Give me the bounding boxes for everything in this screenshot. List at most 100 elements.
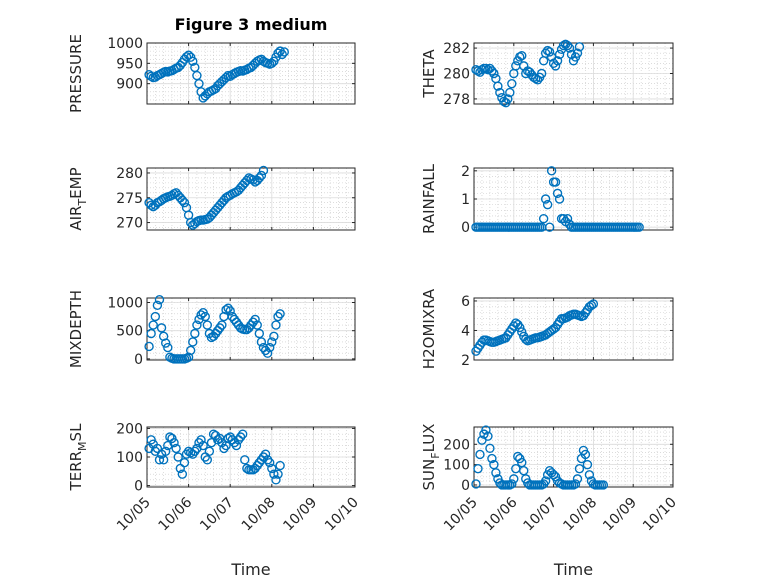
data-point <box>554 194 565 204</box>
data-point <box>185 345 196 356</box>
y-tick-label: 275 <box>116 191 143 207</box>
data-point <box>487 66 497 76</box>
data-point <box>562 40 573 51</box>
data-point <box>540 194 551 204</box>
data-point <box>572 474 583 484</box>
plot-area <box>474 298 673 360</box>
data-point <box>252 320 262 330</box>
data-point <box>493 81 503 91</box>
markers-pressure <box>144 46 289 103</box>
x-tick-label: 10/07 <box>521 495 561 535</box>
x-tick-label: 10/09 <box>280 495 320 535</box>
data-point <box>550 61 561 71</box>
data-point <box>273 48 283 58</box>
data-point <box>269 331 279 342</box>
data-point <box>634 222 644 232</box>
data-point <box>507 78 517 89</box>
data-point <box>219 443 229 454</box>
y-tick-label: 200 <box>443 437 470 453</box>
y-axis-label: AIRTEMP <box>67 167 89 230</box>
data-point <box>185 217 196 228</box>
data-point <box>188 337 198 347</box>
data-point <box>582 459 593 470</box>
x-tick-label: 10/10 <box>640 495 680 535</box>
data-point <box>586 300 597 311</box>
data-point <box>580 449 591 460</box>
y-tick-label: 278 <box>443 92 470 108</box>
data-point <box>256 170 267 181</box>
data-point <box>503 94 513 104</box>
data-point <box>223 433 233 444</box>
data-point <box>173 452 183 462</box>
data-point <box>158 455 169 465</box>
data-point <box>536 68 547 79</box>
data-point <box>158 331 169 342</box>
axes-box <box>146 42 356 105</box>
data-point <box>572 48 583 58</box>
data-point <box>552 188 563 199</box>
y-axis-label: THETA <box>420 49 438 99</box>
data-point <box>183 352 194 362</box>
data-point <box>254 173 265 183</box>
y-tick-label: 280 <box>443 67 470 83</box>
data-point <box>198 440 208 451</box>
data-point <box>204 446 215 456</box>
data-point <box>273 311 283 322</box>
data-point <box>574 42 585 52</box>
data-point <box>489 68 499 79</box>
data-point <box>179 198 190 208</box>
data-point <box>200 311 210 322</box>
data-point <box>505 87 515 98</box>
x-tick-label: 10/08 <box>560 495 600 535</box>
markers-rainfall <box>471 166 644 232</box>
data-point <box>515 322 525 333</box>
y-tick-label: 0 <box>134 352 143 368</box>
data-point <box>223 303 233 313</box>
data-point <box>256 337 267 347</box>
y-tick-label: 282 <box>443 41 470 57</box>
data-point <box>146 328 156 339</box>
data-point <box>161 446 171 456</box>
data-point <box>273 469 283 479</box>
data-point <box>190 328 200 339</box>
subplot-terr-msl: 0 100 200 10/05 10/06 10/07 10/08 10/09 10/10 Tim… <box>67 421 362 579</box>
data-point <box>250 314 260 325</box>
x-tick-label: 10/06 <box>481 494 521 534</box>
data-point <box>202 455 213 465</box>
data-point <box>150 311 161 322</box>
data-point <box>517 51 527 61</box>
data-point <box>258 165 269 176</box>
data-point <box>546 166 557 176</box>
data-point <box>277 49 287 60</box>
data-point <box>235 432 246 442</box>
y-tick-label: 100 <box>116 450 143 466</box>
subplot-pressure: 900 950 1000 PRESSURE <box>67 34 356 113</box>
y-tick-label: 2 <box>461 164 470 180</box>
data-point <box>217 320 227 330</box>
y-tick-label: 0 <box>461 478 470 494</box>
data-point <box>481 63 491 74</box>
subplot-theta: 278 280 282 THETA <box>420 39 674 108</box>
y-tick-label: 950 <box>116 56 143 72</box>
data-point <box>485 443 495 454</box>
data-point <box>554 49 565 60</box>
x-tick-label: 10/08 <box>239 495 279 535</box>
y-tick-label: 4 <box>461 323 470 339</box>
data-point <box>161 338 171 348</box>
y-tick-label: 500 <box>116 324 143 340</box>
data-point <box>588 299 599 309</box>
data-point <box>265 342 275 353</box>
data-point <box>188 56 198 66</box>
data-point <box>507 479 517 489</box>
y-tick-label: 900 <box>116 77 143 93</box>
data-point <box>221 305 231 315</box>
markers-terr-msl <box>144 429 285 485</box>
data-point <box>558 40 569 51</box>
data-point <box>584 470 595 480</box>
data-point <box>542 199 553 210</box>
data-point <box>169 438 179 448</box>
data-point <box>254 328 265 339</box>
x-tick-label: 10/07 <box>197 495 237 535</box>
data-point <box>202 320 213 330</box>
data-point <box>271 320 281 330</box>
